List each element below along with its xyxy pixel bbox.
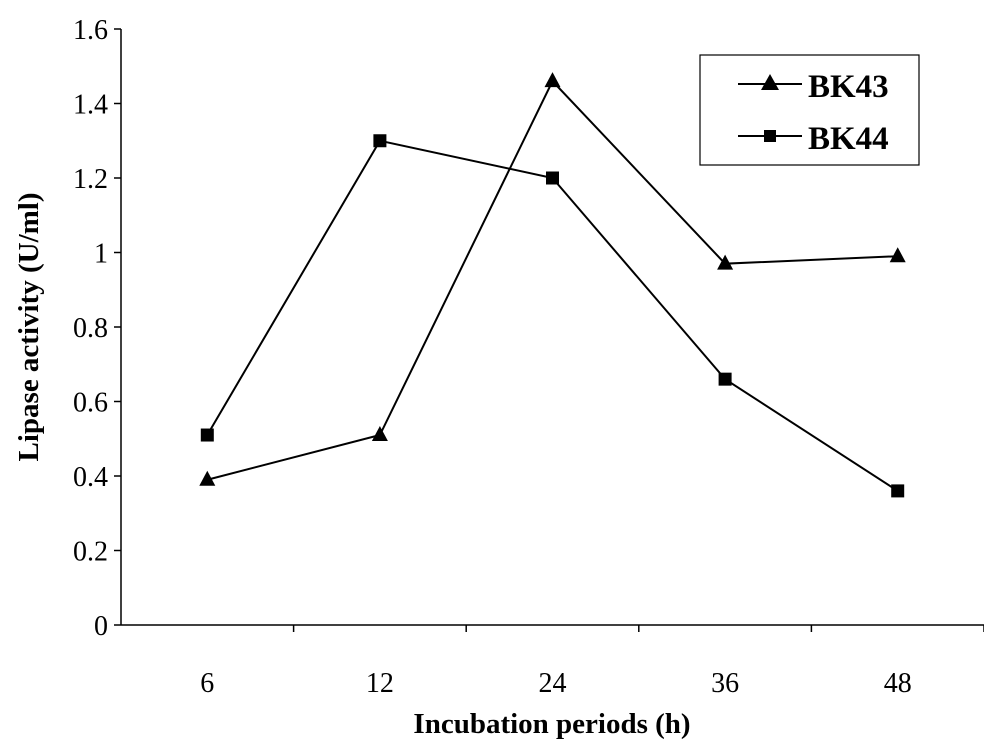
x-tick-label: 36 bbox=[711, 668, 739, 699]
series-layer bbox=[199, 72, 906, 498]
x-tick-label: 6 bbox=[200, 668, 214, 699]
y-tick-label: 1 bbox=[94, 239, 108, 270]
y-tick-label: 0.6 bbox=[73, 388, 108, 419]
y-tick-label: 1.4 bbox=[73, 90, 108, 121]
legend-box bbox=[699, 54, 920, 166]
y-axis-title: Lipase activity (U/ml) bbox=[13, 192, 45, 461]
y-tick-label: 1.6 bbox=[73, 15, 108, 46]
data-point-bk44 bbox=[373, 134, 387, 148]
data-point-bk44 bbox=[891, 484, 905, 498]
x-tick-label: 12 bbox=[366, 668, 394, 699]
legend-marker-square-icon bbox=[764, 130, 776, 142]
y-tick-label: 0 bbox=[94, 611, 108, 642]
y-tick-label: 0.4 bbox=[73, 462, 108, 493]
y-axis-ticks: 0 0.2 0.4 0.6 0.8 1 1.2 1.4 1.6 bbox=[73, 15, 121, 642]
x-tick-label: 48 bbox=[884, 668, 912, 699]
data-point-bk43 bbox=[717, 254, 734, 270]
legend-marker-triangle-icon bbox=[761, 74, 779, 90]
data-point-bk43 bbox=[889, 247, 906, 263]
legend-label-bk44: BK44 bbox=[808, 121, 889, 157]
data-point-bk44 bbox=[200, 428, 214, 442]
x-tick-label: 24 bbox=[539, 668, 567, 699]
legend-label-bk43: BK43 bbox=[808, 69, 889, 105]
y-tick-label: 0.8 bbox=[73, 313, 108, 344]
y-tick-label: 1.2 bbox=[73, 164, 108, 195]
data-point-bk43 bbox=[199, 470, 216, 486]
legend: BK43 BK44 bbox=[699, 54, 920, 166]
y-tick-label: 0.2 bbox=[73, 537, 108, 568]
data-point-bk44 bbox=[718, 372, 732, 386]
data-point-bk43 bbox=[544, 72, 561, 88]
x-axis-title: Incubation periods (h) bbox=[413, 708, 690, 740]
data-point-bk44 bbox=[546, 171, 559, 185]
data-point-bk43 bbox=[371, 426, 388, 442]
x-axis-ticks: 6 12 24 36 48 bbox=[200, 625, 984, 699]
series-line-bk44 bbox=[206, 139, 899, 492]
